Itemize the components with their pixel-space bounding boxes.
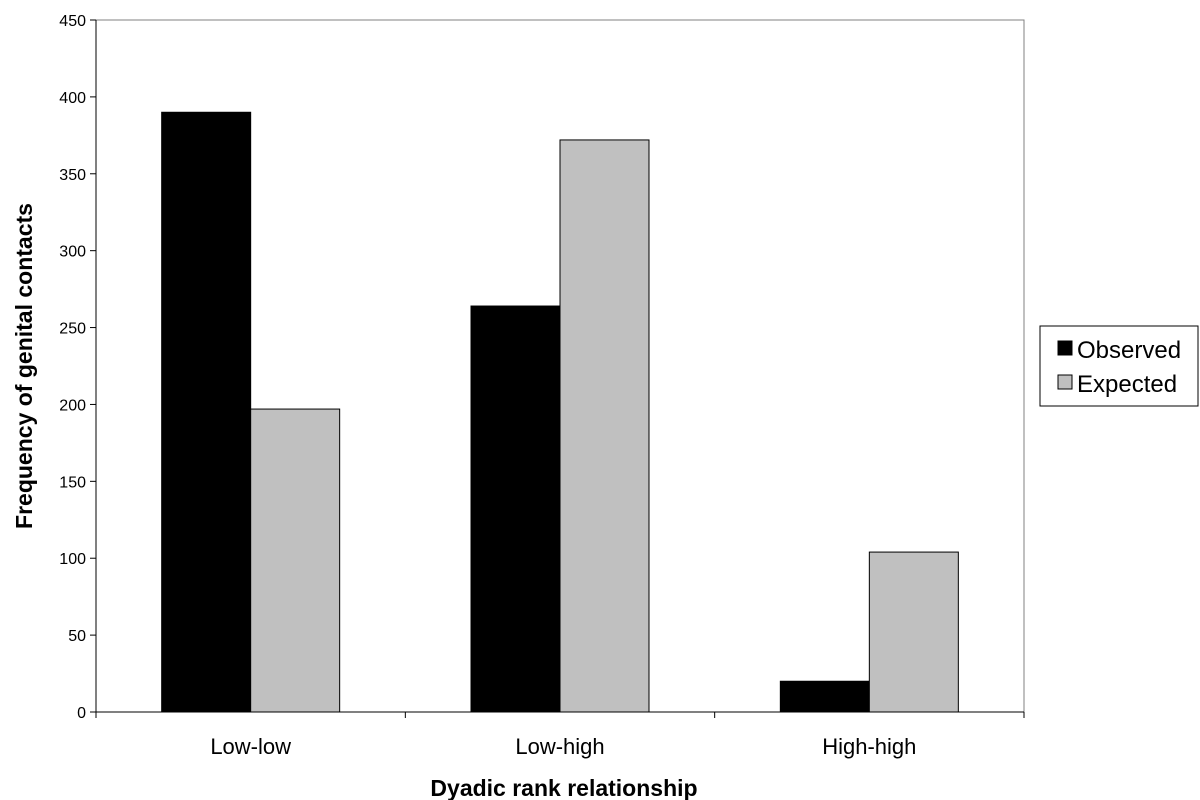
- legend-swatch-observed: [1058, 341, 1072, 355]
- bar-observed-high-high: [780, 681, 869, 712]
- y-tick-label-50: 50: [68, 628, 86, 645]
- y-tick-label-300: 300: [59, 244, 86, 261]
- legend: Observed Expected: [1040, 326, 1198, 406]
- legend-label-expected: Expected: [1077, 371, 1177, 398]
- bar-observed-low-high: [471, 306, 560, 712]
- y-tick-label-400: 400: [59, 90, 86, 107]
- bar-observed-low-low: [162, 112, 251, 712]
- y-tick-label-350: 350: [59, 167, 86, 184]
- y-tick-label-200: 200: [59, 397, 86, 414]
- x-tick-label-high-high: High-high: [822, 734, 916, 759]
- y-tick-label-150: 150: [59, 474, 86, 491]
- legend-label-observed: Observed: [1077, 337, 1181, 364]
- y-tick-label-250: 250: [59, 321, 86, 338]
- x-axis: Low-low Low-high High-high: [96, 712, 1024, 759]
- bar-expected-low-low: [251, 409, 340, 712]
- y-tick-label-450: 450: [59, 13, 86, 30]
- bar-expected-low-high: [560, 140, 649, 712]
- x-axis-title: Dyadic rank relationship: [430, 775, 697, 800]
- bar-expected-high-high: [869, 552, 958, 712]
- y-axis-title: Frequency of genital contacts: [11, 203, 37, 529]
- y-tick-label-0: 0: [77, 705, 86, 722]
- y-tick-label-100: 100: [59, 551, 86, 568]
- x-tick-label-low-low: Low-low: [210, 734, 291, 759]
- y-axis: 0 50 100 150 200 250 300 350 400 450: [59, 13, 96, 722]
- bars-group: [96, 20, 1024, 712]
- legend-swatch-expected: [1058, 375, 1072, 389]
- x-tick-label-low-high: Low-high: [515, 734, 604, 759]
